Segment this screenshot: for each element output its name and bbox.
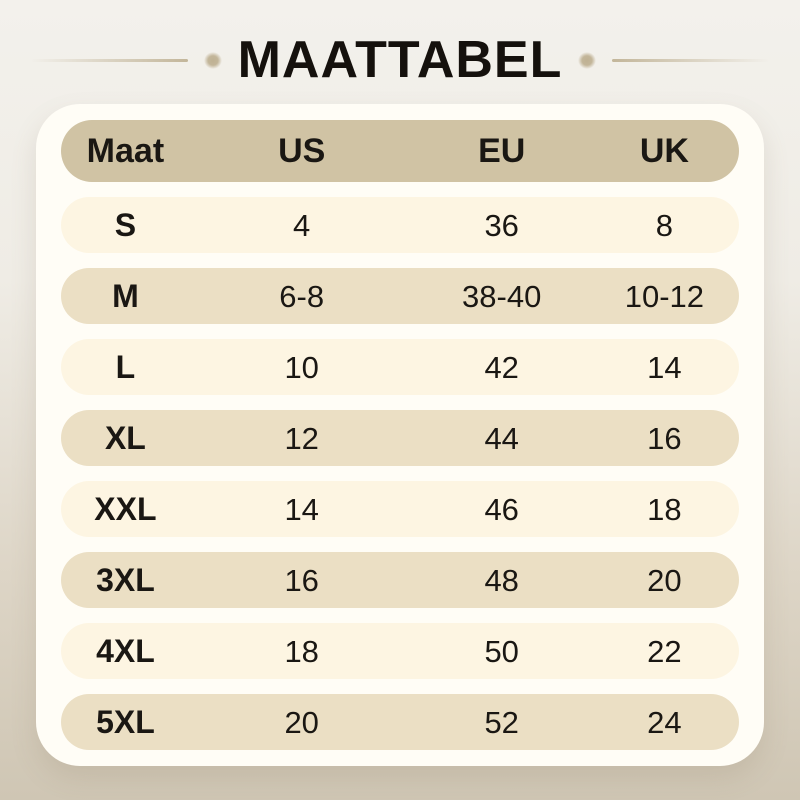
title-divider-line-right-icon (612, 58, 771, 62)
us-cell: 4 (293, 207, 311, 243)
table-row: XXL 14 46 18 (61, 481, 739, 537)
eu-cell: 44 (484, 420, 519, 456)
eu-cell: 36 (484, 207, 519, 243)
header-cell-us: US (278, 132, 326, 170)
size-cell: 3XL (96, 562, 155, 598)
header-cell-eu: EU (478, 132, 526, 170)
size-cell: 5XL (96, 704, 155, 740)
us-cell: 16 (284, 562, 319, 598)
eu-cell: 38-40 (462, 278, 542, 314)
title-divider-dot-right-icon (578, 51, 597, 69)
uk-cell: 14 (647, 349, 682, 385)
uk-cell: 18 (647, 491, 682, 527)
eu-cell: 48 (484, 562, 519, 598)
table-header-row: Maat US EU UK (61, 120, 739, 182)
uk-cell: 20 (647, 562, 682, 598)
table-row: 4XL 18 50 22 (61, 623, 739, 679)
table-row: 3XL 16 48 20 (61, 552, 739, 608)
uk-cell: 24 (647, 704, 682, 740)
us-cell: 14 (284, 491, 319, 527)
size-cell: S (114, 207, 137, 243)
size-cell: M (112, 278, 139, 314)
uk-cell: 22 (647, 633, 682, 669)
us-cell: 18 (284, 633, 319, 669)
page-title: MAATTABEL (237, 31, 563, 89)
table-row: XL 12 44 16 (61, 410, 739, 466)
us-cell: 12 (284, 420, 319, 456)
table-row: L 10 42 14 (61, 339, 739, 395)
size-cell: XL (104, 420, 146, 456)
table-row: M 6-8 38-40 10-12 (61, 268, 739, 324)
uk-cell: 8 (655, 207, 674, 243)
title-banner: MAATTABEL (0, 32, 800, 88)
eu-cell: 46 (484, 491, 519, 527)
size-cell: 4XL (96, 633, 155, 669)
title-divider-line-left-icon (29, 58, 188, 62)
uk-cell: 16 (647, 420, 682, 456)
us-cell: 20 (284, 704, 319, 740)
header-cell-uk: UK (639, 132, 689, 170)
header-cell-size: Maat (86, 132, 165, 170)
size-cell: XXL (94, 491, 157, 527)
table-row: S 4 36 8 (61, 197, 739, 253)
eu-cell: 52 (484, 704, 519, 740)
table-row: 5XL 20 52 24 (61, 694, 739, 750)
us-cell: 6-8 (279, 278, 325, 314)
uk-cell: 10-12 (624, 278, 705, 314)
eu-cell: 42 (484, 349, 519, 385)
eu-cell: 50 (484, 633, 519, 669)
size-cell: L (115, 349, 136, 385)
us-cell: 10 (284, 349, 319, 385)
title-divider-dot-left-icon (203, 51, 222, 69)
size-table-card: Maat US EU UK S 4 36 8 M 6-8 38-40 10-12 L 10 42 14 XL 1… (36, 104, 764, 766)
